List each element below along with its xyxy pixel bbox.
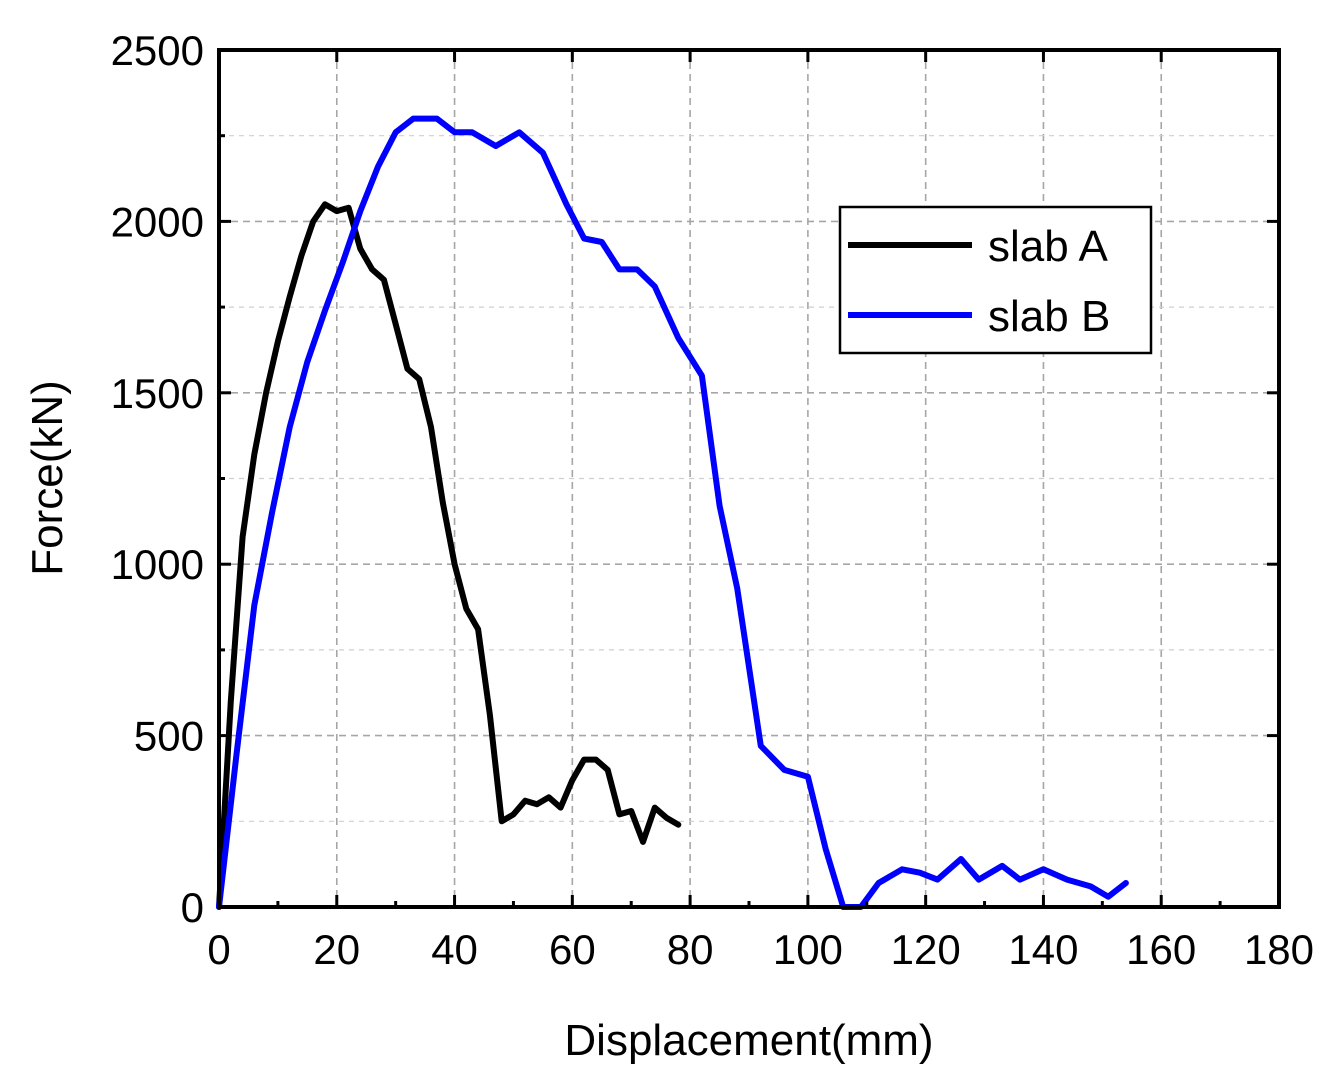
x-tick-label: 140: [1008, 926, 1078, 973]
tick-labels: 0 20 40 60 80 100 120 140 160 180 0 500 1000 1500 2000…: [111, 27, 1314, 973]
x-tick-label: 80: [667, 926, 714, 973]
legend-box: [838, 205, 1153, 355]
legend-label-slab-b: slab B: [988, 292, 1110, 341]
y-tick-label: 2000: [111, 198, 204, 245]
y-tick-label: 2500: [111, 27, 204, 74]
y-tick-label: 1500: [111, 370, 204, 417]
x-tick-label: 180: [1244, 926, 1314, 973]
grid: [219, 50, 1279, 907]
x-tick-label: 60: [549, 926, 596, 973]
series-line-slab-a: [216, 201, 682, 910]
series-lines: [216, 115, 1129, 910]
y-tick-label: 500: [134, 713, 204, 760]
x-tick-label: 100: [773, 926, 843, 973]
x-axis-title: Displacement(mm): [564, 1016, 933, 1065]
x-tick-label: 120: [891, 926, 961, 973]
x-tick-label: 0: [207, 926, 230, 973]
legend: slab A slab B: [838, 205, 1153, 355]
legend-label-slab-a: slab A: [988, 222, 1109, 271]
axis-ticks: [217, 48, 1281, 909]
y-tick-label: 1000: [111, 541, 204, 588]
x-tick-label: 40: [431, 926, 478, 973]
x-tick-label: 20: [313, 926, 360, 973]
series-line-slab-b: [216, 115, 1129, 910]
y-tick-label: 0: [181, 884, 204, 931]
x-tick-label: 160: [1126, 926, 1196, 973]
y-axis-title: Force(kN): [23, 380, 72, 576]
